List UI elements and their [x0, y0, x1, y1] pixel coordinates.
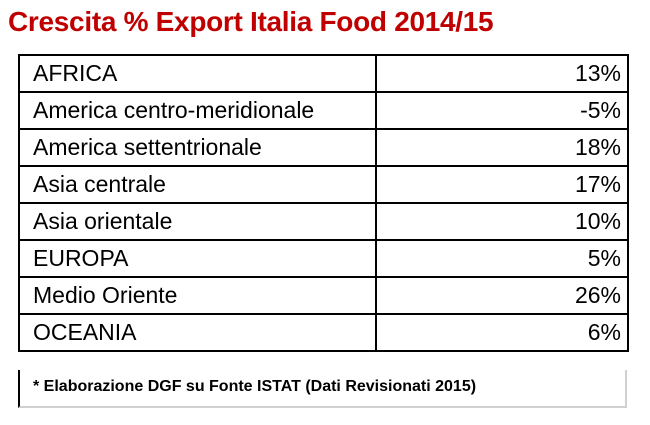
growth-value-cell: 5%: [375, 239, 629, 278]
table-row: AFRICA 13%: [18, 54, 629, 93]
growth-value-cell: 13%: [375, 54, 629, 93]
table-row: EUROPA 5%: [18, 239, 629, 278]
growth-value-cell: 17%: [375, 165, 629, 204]
table-row: Medio Oriente 26%: [18, 276, 629, 315]
region-cell: America settentrionale: [18, 128, 377, 167]
region-cell: EUROPA: [18, 239, 377, 278]
growth-table-body: AFRICA 13% America centro-meridionale -5% Am…: [18, 54, 629, 352]
source-note: * Elaborazione DGF su Fonte ISTAT (Dati …: [33, 378, 477, 395]
chart-title: Crescita % Export Italia Food 2014/15: [8, 6, 494, 37]
growth-table: AFRICA 13% America centro-meridionale -5% Am…: [18, 54, 629, 352]
region-cell: America centro-meridionale: [18, 91, 377, 130]
growth-value-cell: 18%: [375, 128, 629, 167]
growth-value-cell: 26%: [375, 276, 629, 315]
table-row: Asia orientale 10%: [18, 202, 629, 241]
region-cell: Asia orientale: [18, 202, 377, 241]
table-row: America centro-meridionale -5%: [18, 91, 629, 130]
growth-value-cell: -5%: [375, 91, 629, 130]
region-cell: AFRICA: [18, 54, 377, 93]
table-row: America settentrionale 18%: [18, 128, 629, 167]
region-cell: Asia centrale: [18, 165, 377, 204]
region-cell: Medio Oriente: [18, 276, 377, 315]
table-row: Asia centrale 17%: [18, 165, 629, 204]
source-note-box: * Elaborazione DGF su Fonte ISTAT (Dati …: [18, 370, 627, 408]
region-cell: OCEANIA: [18, 313, 377, 352]
table-row: OCEANIA 6%: [18, 313, 629, 352]
growth-value-cell: 6%: [375, 313, 629, 352]
growth-value-cell: 10%: [375, 202, 629, 241]
